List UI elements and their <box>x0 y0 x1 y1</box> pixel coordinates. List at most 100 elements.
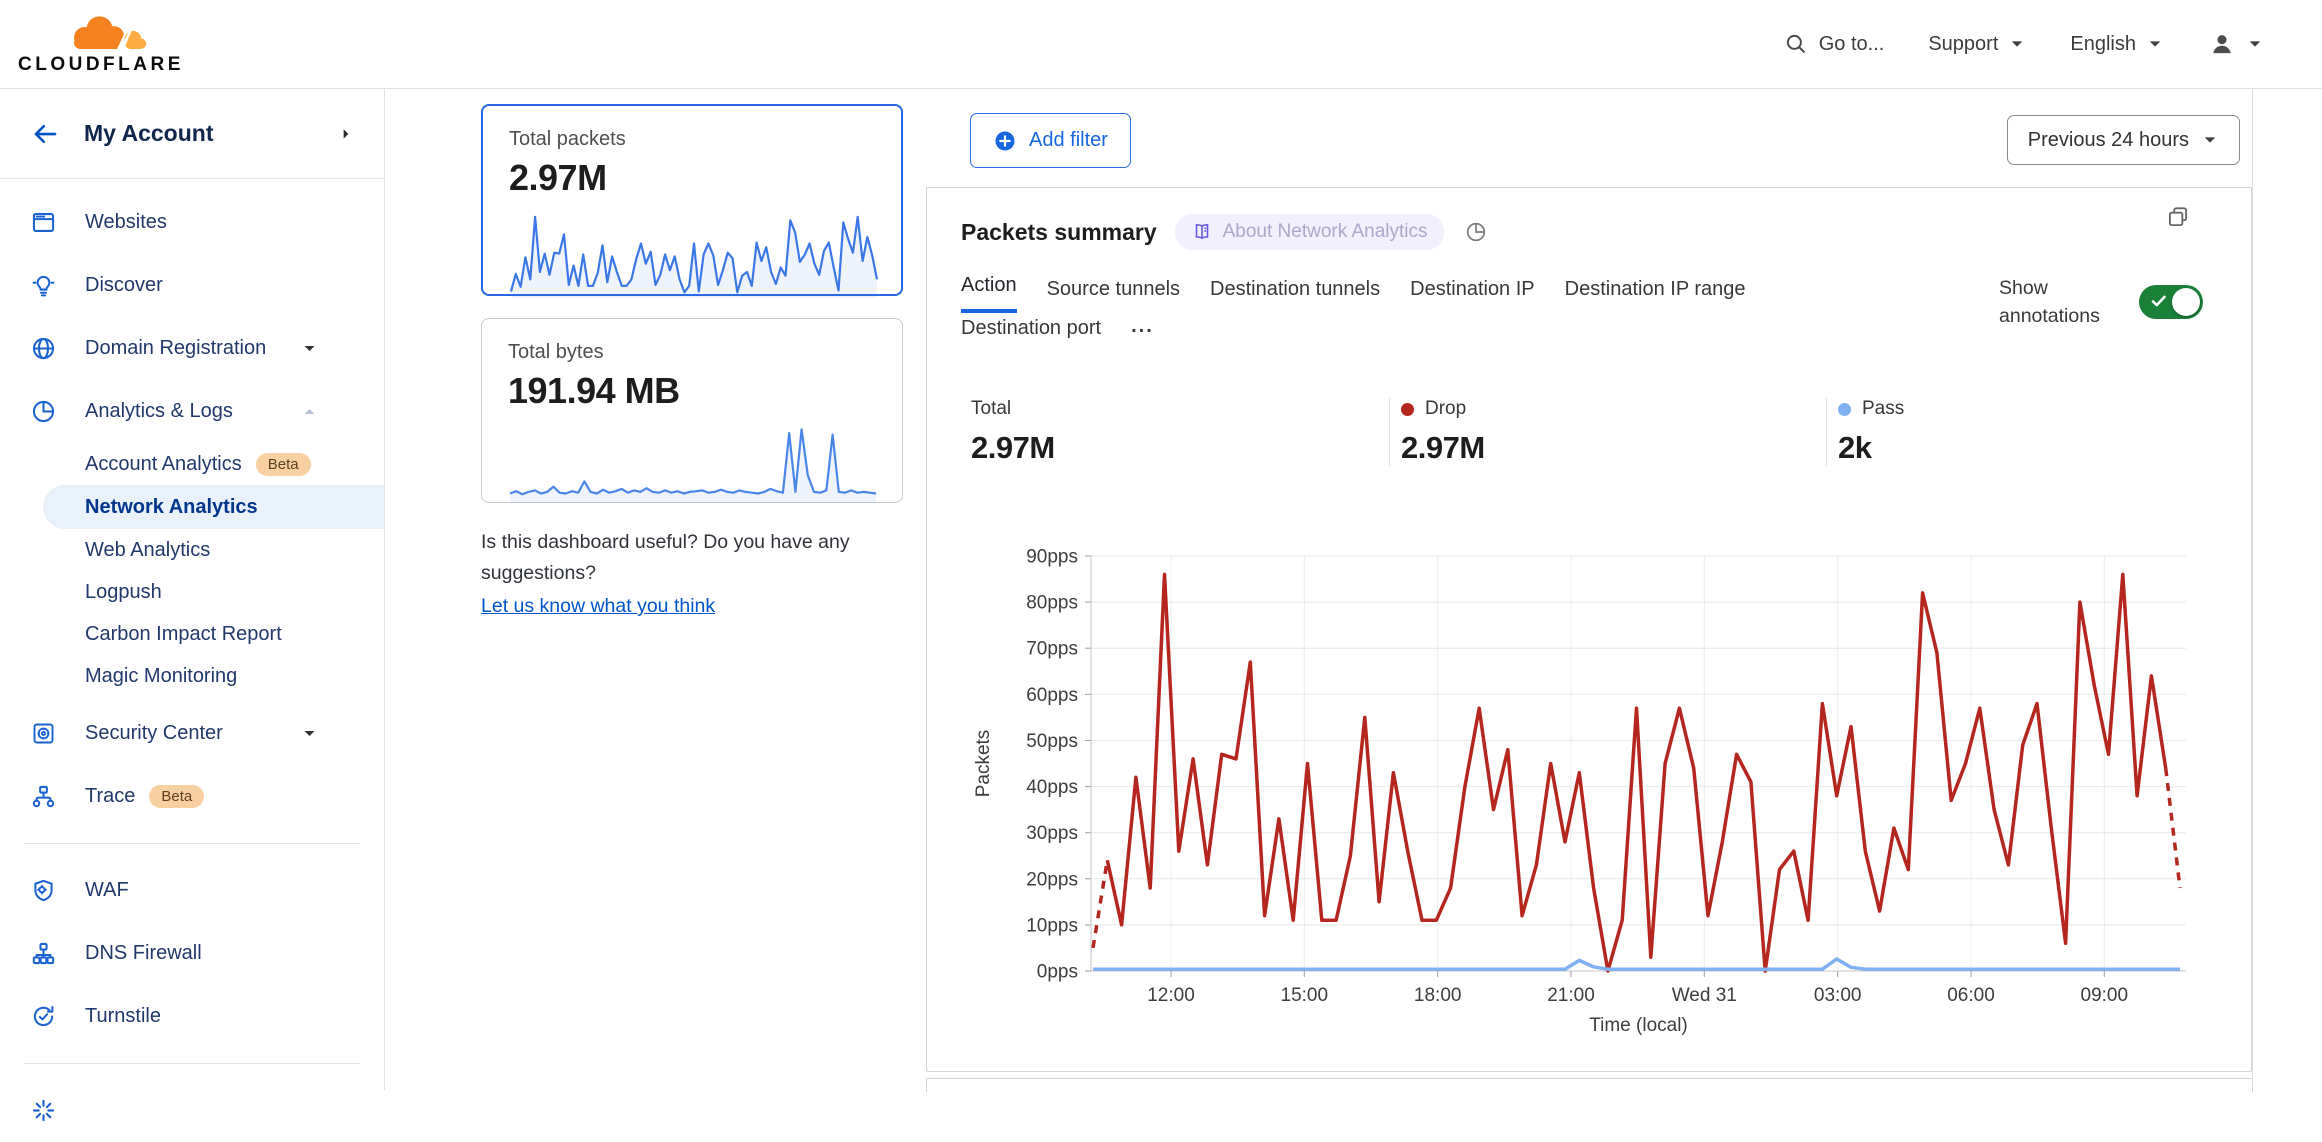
stat-label-text: Total <box>971 398 1011 420</box>
sidebar-item-logpush[interactable]: Logpush <box>0 571 384 613</box>
back-arrow-icon[interactable] <box>30 119 60 149</box>
duplicate-icon[interactable] <box>2165 204 2191 230</box>
sidebar-item-analytics-logs[interactable]: Analytics & Logs <box>0 380 384 443</box>
sidebar-item-label: Logpush <box>85 581 162 604</box>
sidebar-item-partial[interactable] <box>0 1079 384 1142</box>
shield-gear-icon <box>30 877 57 904</box>
sidebar-item-magic-monitoring[interactable]: Magic Monitoring <box>0 655 384 697</box>
user-icon <box>2208 30 2236 58</box>
sidebar-item-web-analytics[interactable]: Web Analytics <box>0 529 384 571</box>
sidebar-item-network-analytics[interactable]: Network Analytics <box>43 485 384 529</box>
sidebar-item-security-center[interactable]: Security Center <box>0 702 384 765</box>
sidebar-item-websites[interactable]: Websites <box>0 191 384 254</box>
more-tabs-button[interactable]: ... <box>1131 315 1154 352</box>
cloudflare-logo-text: CLOUDFLARE <box>18 54 184 76</box>
sidebar-item-label: WAF <box>85 879 129 902</box>
total-bytes-card[interactable]: Total bytes 191.94 MB <box>481 318 903 503</box>
total-packets-card[interactable]: Total packets 2.97M <box>481 104 903 296</box>
panel-title: Packets summary <box>961 219 1157 246</box>
beta-badge: Beta <box>256 453 311 476</box>
sidebar-item-label: Discover <box>85 274 163 297</box>
sidebar-item-label: Magic Monitoring <box>85 665 237 688</box>
time-range-dropdown[interactable]: Previous 24 hours <box>2007 115 2240 165</box>
filter-row: Add filter Previous 24 hours <box>970 113 2240 168</box>
pie-chart-icon[interactable] <box>1464 220 1488 244</box>
tab-destination-tunnels[interactable]: Destination tunnels <box>1210 278 1380 313</box>
stat-pass: Pass 2k <box>1826 398 2046 466</box>
show-annotations-control: Show annotations <box>1999 274 2203 330</box>
stat-value: 2k <box>1838 430 2046 466</box>
tab-source-tunnels[interactable]: Source tunnels <box>1047 278 1180 313</box>
chevron-right-icon[interactable] <box>338 126 354 142</box>
pass-series-line <box>1093 959 2180 969</box>
total-packets-sparkline <box>509 207 875 304</box>
svg-text:18:00: 18:00 <box>1414 985 1462 1006</box>
svg-text:12:00: 12:00 <box>1147 985 1195 1006</box>
sidebar-item-waf[interactable]: WAF <box>0 859 384 922</box>
show-annotations-label: Show annotations <box>1999 274 2119 330</box>
about-network-analytics-badge[interactable]: About Network Analytics <box>1175 214 1444 250</box>
tab-destination-port[interactable]: Destination port <box>961 317 1101 352</box>
sidebar-item-carbon-impact-report[interactable]: Carbon Impact Report <box>0 613 384 655</box>
svg-text:0pps: 0pps <box>1037 962 1078 983</box>
search-icon <box>1783 31 1809 57</box>
svg-text:21:00: 21:00 <box>1547 985 1595 1006</box>
plus-circle-icon <box>993 129 1017 153</box>
add-filter-label: Add filter <box>1029 129 1108 152</box>
sidebar-divider <box>24 1063 360 1064</box>
support-menu[interactable]: Support <box>1928 33 2026 56</box>
show-annotations-toggle[interactable] <box>2139 285 2203 319</box>
metrics-column: Total packets 2.97M Total bytes 191.94 M… <box>481 89 911 622</box>
goto-label: Go to... <box>1819 33 1885 56</box>
chevron-down-icon <box>2201 131 2219 149</box>
sidebar-item-account-analytics[interactable]: Account Analytics Beta <box>0 443 384 485</box>
svg-text:60pps: 60pps <box>1026 685 1078 706</box>
sidebar-item-label: Account Analytics <box>85 453 242 476</box>
stat-label: Pass <box>1838 398 2046 420</box>
panel-header: Packets summary About Network Analytics <box>961 214 2217 250</box>
svg-text:03:00: 03:00 <box>1814 985 1862 1006</box>
sidebar-divider <box>24 843 360 844</box>
total-bytes-label: Total bytes <box>508 341 876 364</box>
feedback-link[interactable]: Let us know what you think <box>481 591 715 622</box>
total-packets-value: 2.97M <box>509 157 875 199</box>
goto-search[interactable]: Go to... <box>1783 31 1885 57</box>
stat-drop: Drop 2.97M <box>1389 398 1826 466</box>
language-label: English <box>2070 33 2136 56</box>
feedback-block: Is this dashboard useful? Do you have an… <box>481 527 921 622</box>
sparkle-icon <box>30 1097 57 1124</box>
feedback-question: Is this dashboard useful? Do you have an… <box>481 527 921 589</box>
language-menu[interactable]: English <box>2070 33 2164 56</box>
stat-label-text: Drop <box>1425 398 1466 420</box>
sidebar-item-label: Domain Registration <box>85 337 266 360</box>
sidebar-item-domain-registration[interactable]: Domain Registration <box>0 317 384 380</box>
toggle-knob <box>2172 288 2200 316</box>
sidebar-item-label: Carbon Impact Report <box>85 623 282 646</box>
sidebar-item-turnstile[interactable]: Turnstile <box>0 985 384 1048</box>
sidebar-item-label: Trace <box>85 785 135 808</box>
tab-destination-ip[interactable]: Destination IP <box>1410 278 1535 313</box>
globe-icon <box>30 335 57 362</box>
vault-icon <box>30 720 57 747</box>
sidebar-item-label: Turnstile <box>85 1005 161 1028</box>
chevron-down-icon <box>2146 35 2164 53</box>
total-bytes-sparkline <box>508 420 876 509</box>
add-filter-button[interactable]: Add filter <box>970 113 1131 168</box>
stat-value: 2.97M <box>1401 430 1826 466</box>
stat-label: Total <box>971 398 1389 420</box>
svg-text:Packets: Packets <box>973 730 994 798</box>
svg-text:30pps: 30pps <box>1026 823 1078 844</box>
tab-action[interactable]: Action <box>961 274 1017 313</box>
account-menu[interactable] <box>2208 30 2264 58</box>
support-label: Support <box>1928 33 1998 56</box>
tab-destination-ip-range[interactable]: Destination IP range <box>1565 278 1746 313</box>
sidebar-item-dns-firewall[interactable]: DNS Firewall <box>0 922 384 985</box>
sidebar-header: My Account <box>0 89 384 179</box>
cloudflare-logo[interactable]: CLOUDFLARE <box>18 12 184 76</box>
svg-text:Wed 31: Wed 31 <box>1672 985 1737 1006</box>
about-badge-label: About Network Analytics <box>1223 221 1428 243</box>
sidebar-item-discover[interactable]: Discover <box>0 254 384 317</box>
svg-text:10pps: 10pps <box>1026 915 1078 936</box>
